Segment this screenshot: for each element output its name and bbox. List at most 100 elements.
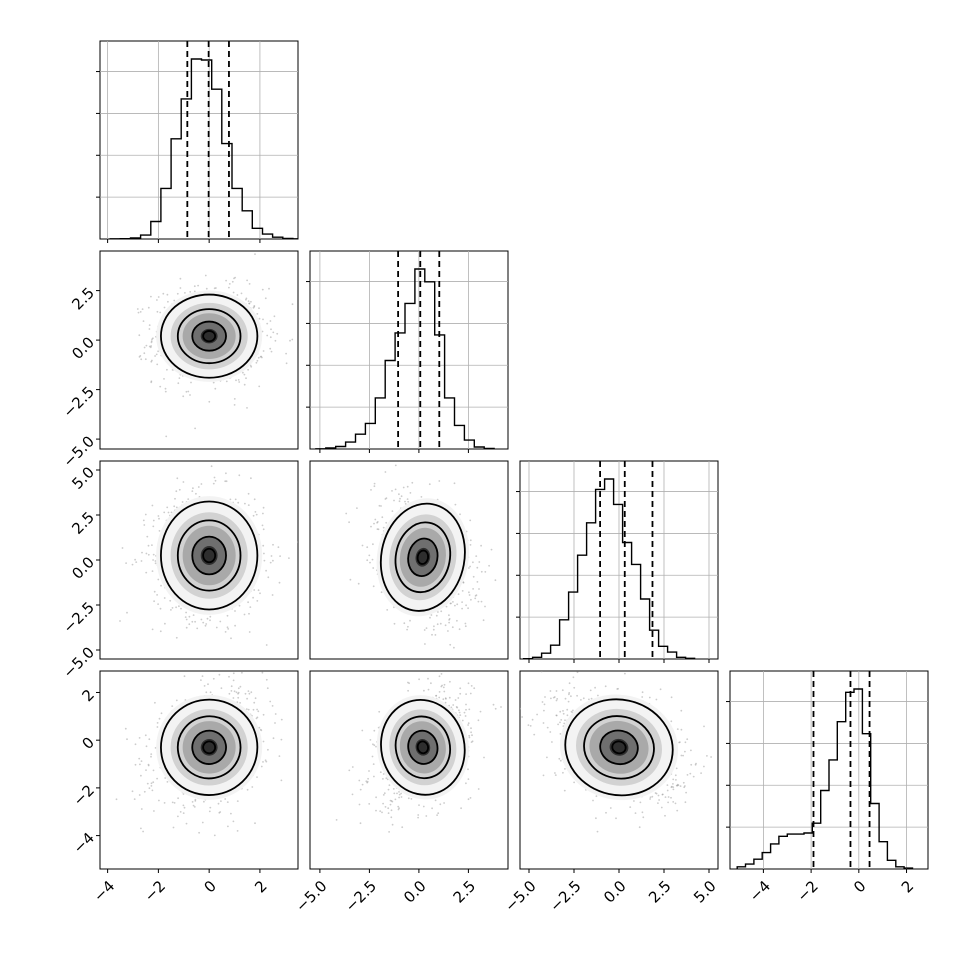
scatter-point (676, 809, 679, 812)
scatter-point (96, 324, 98, 326)
scatter-point (374, 518, 377, 521)
scatter-point (232, 820, 235, 823)
scatter-point (230, 637, 232, 640)
scatter-point (488, 564, 490, 567)
scatter-point (554, 774, 557, 776)
scatter-point (461, 607, 463, 610)
scatter-point (235, 691, 238, 694)
scatter-point (140, 808, 143, 810)
scatter-point (382, 802, 384, 805)
scatter-point (470, 685, 473, 687)
scatter-point (201, 675, 204, 677)
contour-line (176, 715, 242, 780)
scatter-point (140, 774, 142, 777)
scatter-point (472, 561, 474, 564)
scatter-point (213, 287, 216, 290)
scatter-point (258, 385, 261, 388)
scatter-point (225, 380, 228, 383)
scatter-point (143, 790, 146, 793)
scatter-point (444, 624, 447, 627)
scatter-point (384, 806, 387, 808)
scatter-point (147, 544, 150, 547)
scatter-point (465, 708, 467, 711)
scatter-point (202, 621, 205, 624)
scatter-point (247, 492, 250, 495)
scatter-point (438, 691, 441, 693)
scatter-point (179, 287, 182, 289)
scatter-point (372, 543, 374, 546)
scatter-point (564, 719, 566, 722)
scatter-point (349, 578, 352, 581)
scatter-point (135, 561, 138, 563)
scatter-point (254, 253, 256, 256)
scatter-point (139, 311, 142, 313)
scatter-point (467, 724, 469, 726)
scatter-point (166, 368, 168, 371)
scatter-point (378, 710, 381, 713)
scatter-point (156, 722, 159, 724)
scatter-point (366, 780, 369, 783)
scatter-point (393, 792, 396, 795)
scatter-point (170, 609, 172, 611)
scatter-point (138, 757, 141, 760)
scatter-point (376, 528, 379, 530)
scatter-point (238, 604, 241, 607)
scatter-point (272, 559, 274, 562)
scatter-point (235, 379, 237, 382)
contour-line (160, 500, 259, 611)
scatter-point (559, 759, 562, 762)
scatter-point (476, 581, 479, 583)
scatter-point (204, 624, 207, 627)
scatter-point (240, 292, 243, 295)
scatter-point (157, 578, 160, 581)
scatter-point (454, 604, 456, 607)
scatter-point (143, 352, 146, 355)
scatter-point (468, 567, 470, 569)
scatter-point (527, 724, 530, 726)
scatter-point (212, 381, 215, 384)
scatter-point (439, 622, 442, 625)
panel-content (335, 673, 502, 833)
scatter-point (440, 610, 443, 613)
scatter-point (239, 685, 242, 688)
scatter-point (174, 497, 176, 500)
panel-frame (99, 40, 299, 240)
scatter-point (200, 618, 203, 621)
scatter-point (373, 744, 376, 747)
scatter-point (389, 799, 392, 802)
scatter-point (146, 535, 149, 538)
scatter-point (399, 497, 401, 500)
scatter-point (430, 682, 432, 685)
scatter-point (209, 619, 211, 622)
scatter-point (150, 295, 152, 298)
scatter-point (490, 548, 493, 551)
scatter-point (136, 308, 139, 310)
scatter-point (171, 801, 174, 804)
scatter-point (440, 673, 443, 675)
histogram-panel-1 (306, 250, 509, 453)
scatter-point (144, 734, 147, 737)
scatter-point (670, 796, 672, 799)
scatter-point (469, 519, 472, 522)
scatter-point (226, 626, 229, 629)
scatter-point (115, 798, 118, 801)
scatter-point (214, 387, 217, 390)
scatter-point (467, 798, 470, 801)
scatter-point (256, 776, 258, 778)
scatter-point (418, 804, 420, 806)
scatter-point (357, 582, 360, 585)
scatter-point (247, 690, 250, 692)
scatter-point (615, 817, 617, 820)
contour-line (394, 715, 451, 780)
scatter-point (345, 512, 348, 515)
scatter-point (262, 350, 265, 352)
scatter-point (475, 594, 478, 596)
scatter-point (417, 814, 420, 816)
scatter-point (391, 510, 394, 512)
scatter-point (233, 690, 236, 693)
scatter-point (280, 779, 283, 782)
scatter-point (158, 717, 161, 720)
scatter-point (151, 628, 154, 631)
scatter-point (150, 345, 153, 347)
